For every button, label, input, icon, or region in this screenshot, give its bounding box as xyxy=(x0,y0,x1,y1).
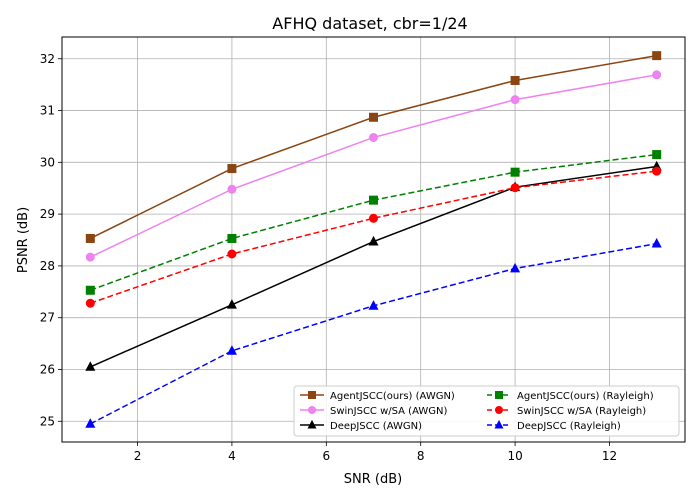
x-tick-label: 4 xyxy=(228,449,236,463)
data-point-square xyxy=(510,76,520,86)
data-point-square xyxy=(85,285,95,295)
data-point-circle xyxy=(510,95,520,105)
data-point-square xyxy=(227,233,237,243)
legend: AgentJSCC(ours) (AWGN) SwinJSCC w/SA (AWG… xyxy=(293,385,680,437)
data-point-triangle xyxy=(85,361,96,371)
data-point-circle xyxy=(227,249,237,259)
data-series xyxy=(85,51,662,428)
legend-label: AgentJSCC(ours) (Rayleigh) xyxy=(517,391,654,402)
data-point-triangle xyxy=(510,262,521,273)
axis-ticks: 2 4 6 8 10 12 25 26 27 28 29 30 31 32 xyxy=(40,52,617,463)
data-point-circle xyxy=(85,252,95,262)
y-tick-label: 26 xyxy=(40,362,55,376)
data-point-square xyxy=(652,150,662,160)
data-point-square xyxy=(369,112,378,122)
y-tick-label: 25 xyxy=(40,414,55,428)
legend-label: SwinJSCC w/SA (Rayleigh) xyxy=(517,406,646,417)
data-point-triangle xyxy=(651,237,662,248)
x-tick-label: 8 xyxy=(417,449,425,463)
legend-label: SwinJSCC w/SA (AWGN) xyxy=(330,406,447,417)
y-tick-label: 29 xyxy=(40,207,55,221)
series-line xyxy=(90,170,657,304)
y-tick-label: 30 xyxy=(40,155,55,169)
legend-label: AgentJSCC(ours) (AWGN) xyxy=(330,391,455,402)
legend-label: DeepJSCC (AWGN) xyxy=(330,421,422,432)
data-point-triangle xyxy=(368,300,379,310)
x-tick-label: 6 xyxy=(322,449,330,463)
x-tick-label: 10 xyxy=(507,449,522,463)
data-point-triangle xyxy=(226,345,237,355)
data-point-square xyxy=(510,167,520,177)
data-point-triangle xyxy=(307,419,317,429)
x-axis-label: SNR (dB) xyxy=(344,472,402,487)
data-point-square xyxy=(308,391,316,399)
data-point-circle xyxy=(227,184,237,194)
data-point-square xyxy=(369,195,378,205)
data-point-circle xyxy=(510,183,520,193)
data-point-circle xyxy=(652,166,662,176)
legend-label: DeepJSCC (Rayleigh) xyxy=(517,421,621,432)
data-point-triangle xyxy=(494,419,504,429)
y-tick-label: 27 xyxy=(40,311,55,325)
x-tick-label: 12 xyxy=(602,449,617,463)
data-point-square xyxy=(85,233,95,243)
y-tick-label: 31 xyxy=(40,104,55,118)
data-point-triangle xyxy=(85,418,96,428)
data-point-triangle xyxy=(226,299,237,309)
data-point-circle xyxy=(308,406,316,414)
legend-box xyxy=(293,385,680,437)
data-point-square xyxy=(227,164,237,174)
data-point-circle xyxy=(495,406,503,414)
y-tick-label: 28 xyxy=(40,259,55,273)
data-point-circle xyxy=(652,70,662,80)
x-tick-label: 2 xyxy=(134,449,142,463)
data-point-circle xyxy=(369,132,378,142)
data-point-circle xyxy=(85,298,95,308)
y-tick-label: 32 xyxy=(40,52,55,66)
data-point-square xyxy=(495,391,503,399)
plot-frame xyxy=(61,36,686,443)
chart-title: AFHQ dataset, cbr=1/24 xyxy=(272,14,467,33)
data-point-circle xyxy=(369,213,378,223)
data-point-triangle xyxy=(368,235,379,246)
data-point-square xyxy=(652,51,662,61)
y-axis-label: PSNR (dB) xyxy=(16,207,31,273)
